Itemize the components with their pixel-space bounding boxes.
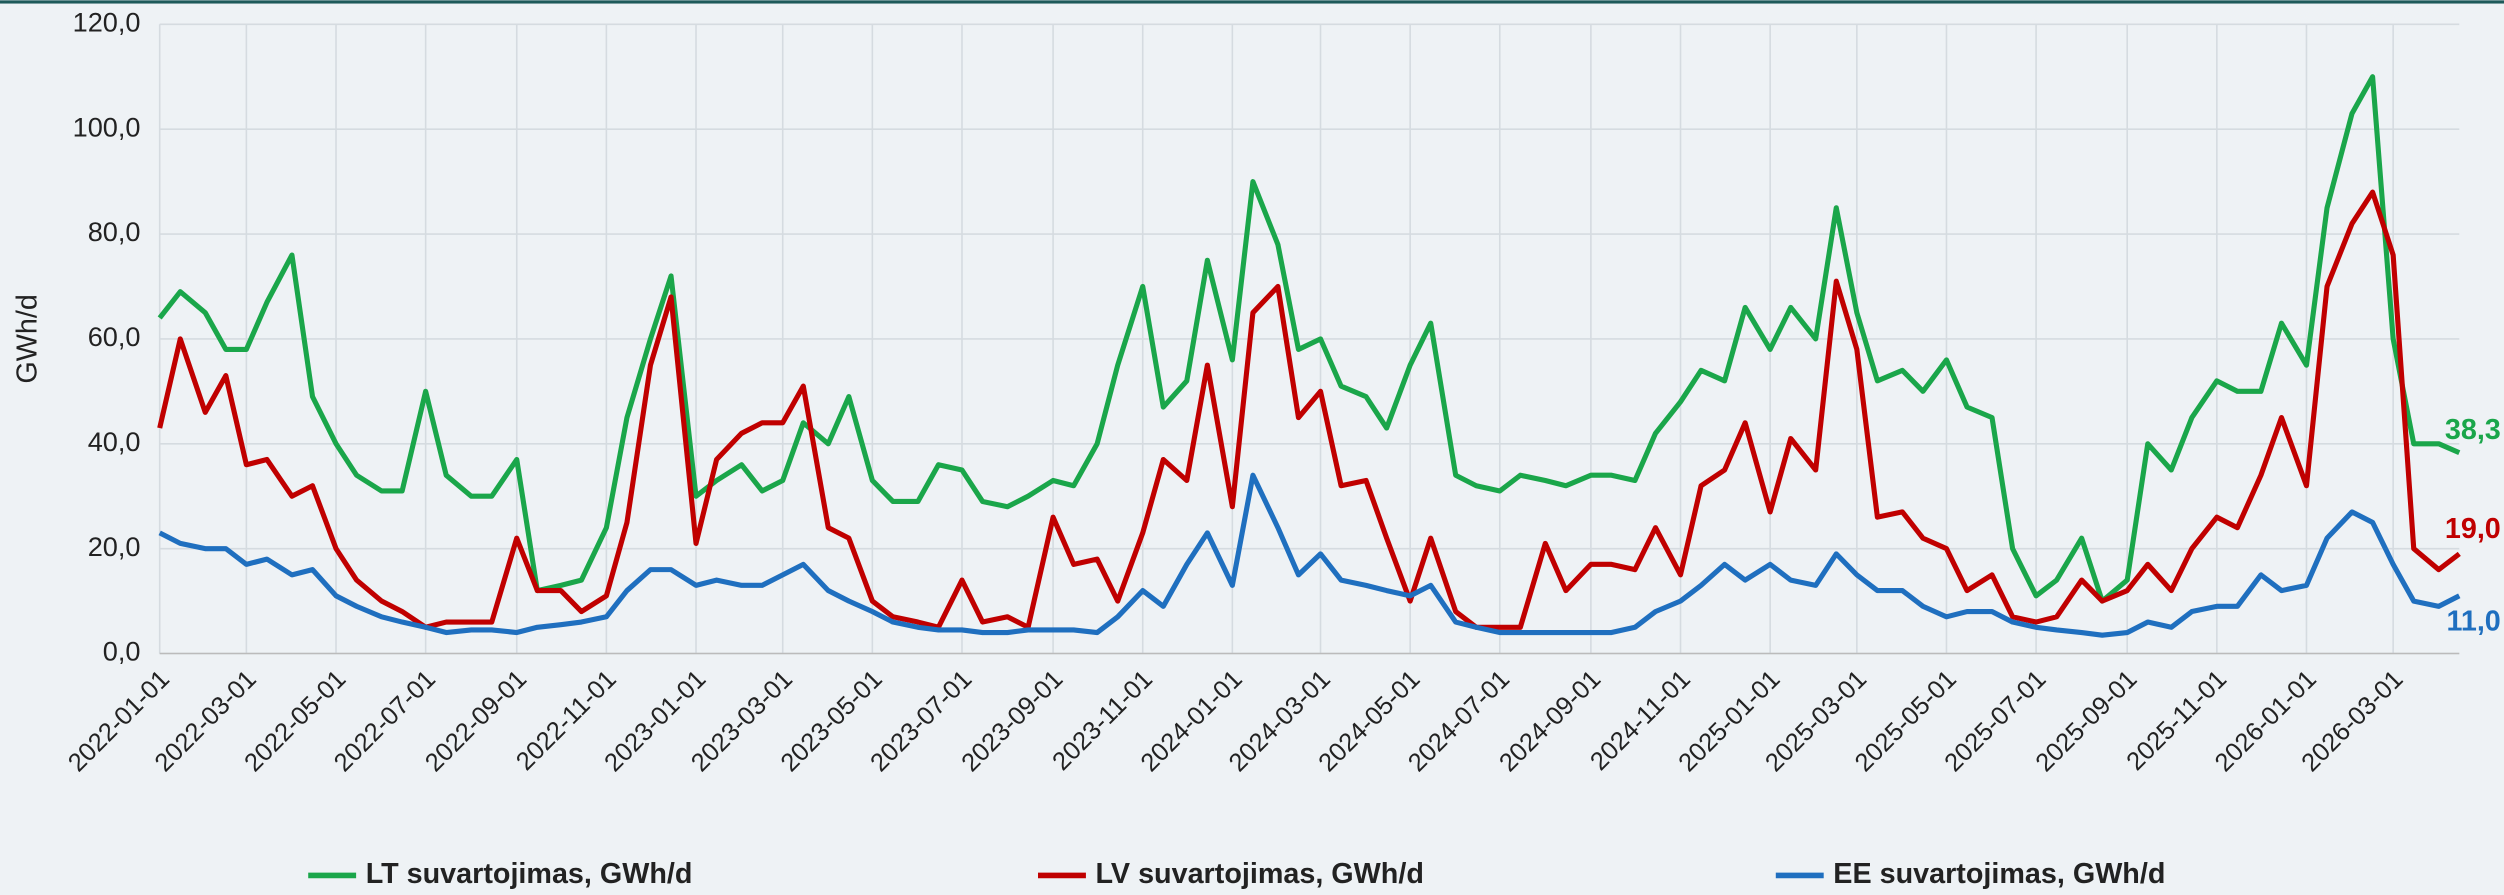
series-line — [158, 472, 2461, 638]
y-tick-label: 120,0 — [73, 6, 141, 37]
y-axis-label: GWh/d — [11, 294, 43, 383]
legend-label: LT suvartojimas, GWh/d — [366, 858, 693, 890]
y-tick-label: 40,0 — [88, 426, 141, 457]
legend-label: LV suvartojimas, GWh/d — [1096, 858, 1424, 890]
y-tick-label: 60,0 — [88, 321, 141, 352]
legend-label: EE suvartojimas, GWh/d — [1833, 858, 2165, 890]
y-tick-label: 80,0 — [88, 216, 141, 247]
y-tick-label: 100,0 — [73, 111, 141, 142]
end-label: 38,3 — [2445, 414, 2501, 446]
end-label: 19,0 — [2445, 513, 2501, 545]
y-tick-label: 0,0 — [103, 636, 141, 667]
top-border — [0, 0, 2504, 4]
y-tick-label: 20,0 — [88, 531, 141, 562]
end-label: 11,0 — [2446, 606, 2500, 638]
series-line — [157, 189, 2461, 630]
